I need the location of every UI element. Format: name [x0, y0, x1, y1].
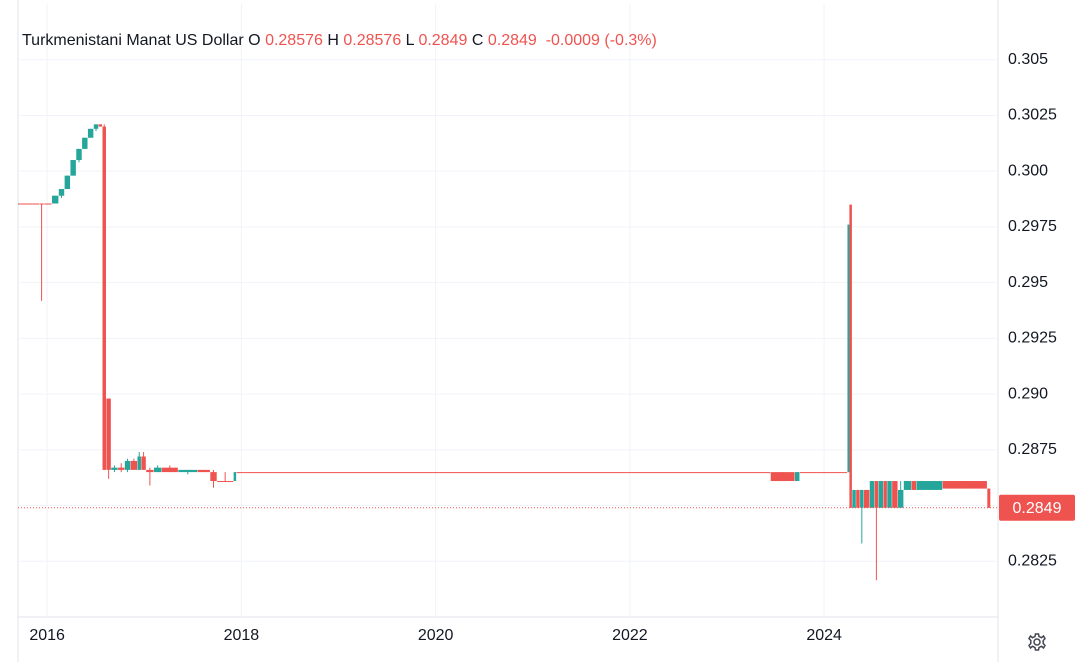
candle-body — [106, 398, 111, 470]
y-tick-label: 0.2875 — [1008, 441, 1057, 458]
candle-body — [210, 472, 217, 482]
symbol-title: Turkmenistani Manat US Dollar — [22, 32, 244, 49]
candle-body — [233, 472, 237, 482]
candle-body — [70, 160, 76, 176]
y-tick-label: 0.290 — [1008, 385, 1048, 402]
candle-body — [799, 472, 848, 474]
y-tick-label: 0.2925 — [1008, 330, 1057, 347]
candle-body — [141, 456, 146, 470]
candle-body — [911, 481, 917, 490]
legend: Turkmenistani Manat US Dollar O 0.28576 … — [22, 32, 661, 50]
candle-body — [118, 467, 125, 470]
y-tick-label: 0.2975 — [1008, 218, 1057, 235]
x-tick-label: 2020 — [418, 627, 454, 644]
candle-body — [860, 489, 864, 508]
x-tick-label: 2022 — [612, 627, 648, 644]
candle-body — [849, 204, 852, 508]
candle-body — [942, 481, 987, 489]
candle-body — [51, 195, 59, 204]
grid — [18, 4, 998, 617]
candle-body — [87, 128, 94, 138]
candle-body — [111, 467, 118, 470]
x-tick-label: 2018 — [224, 627, 260, 644]
candle-body — [146, 469, 154, 473]
ohlc-value: 0.28576 — [343, 32, 402, 49]
candle-body — [883, 481, 887, 508]
y-tick-label: 0.3025 — [1008, 107, 1057, 124]
ohlc-value: 0.28576 — [265, 32, 323, 49]
candle-body — [153, 467, 162, 473]
candle-body — [874, 481, 879, 508]
candles — [18, 124, 991, 581]
candle-body — [903, 481, 912, 490]
candle-body — [178, 469, 198, 473]
candle-body — [64, 175, 71, 190]
candle-body — [102, 126, 106, 470]
settings-icon[interactable] — [1028, 633, 1046, 651]
candle-body — [217, 481, 234, 483]
candle-body — [236, 472, 771, 474]
candle-body — [847, 224, 850, 473]
last-price-label: 0.2849 — [1013, 500, 1062, 517]
last-price-box — [999, 494, 1075, 521]
candle-body — [892, 481, 898, 508]
ohlc-value: 0.2849 — [487, 32, 537, 49]
ohlc-key: O — [248, 32, 261, 49]
candle-body — [869, 481, 875, 508]
y-tick-label: 0.295 — [1008, 274, 1048, 291]
candle-body — [197, 469, 210, 473]
candle-body — [856, 489, 860, 508]
candle-body — [897, 489, 904, 508]
candle-body — [852, 489, 856, 508]
candle-body — [795, 472, 800, 482]
candle-body — [770, 472, 795, 482]
candle-body — [93, 124, 99, 129]
candle-body — [878, 481, 883, 508]
candle-body — [130, 460, 138, 470]
candle-body — [887, 481, 892, 508]
x-tick-label: 2016 — [29, 627, 65, 644]
ohlc-key: C — [471, 32, 484, 49]
candle-body — [18, 203, 39, 205]
candle-body — [161, 467, 178, 473]
candle-body — [137, 456, 141, 470]
candle-body — [98, 124, 103, 127]
candle-body — [863, 489, 870, 508]
y-tick-label: 0.2825 — [1008, 552, 1057, 569]
candle-body — [76, 148, 82, 161]
x-tick-label: 2024 — [806, 627, 842, 644]
candle-body — [39, 203, 44, 205]
candle-body — [124, 460, 131, 470]
candle-body — [82, 137, 88, 149]
candle-body — [987, 488, 991, 508]
y-tick-label: 0.300 — [1008, 162, 1048, 179]
ohlc-key: L — [405, 32, 414, 49]
candle-body — [916, 481, 943, 490]
ohlc-value: 0.2849 — [418, 32, 468, 49]
change: -0.0009 (-0.3%) — [545, 32, 657, 49]
ohlc-key: H — [327, 32, 339, 49]
y-tick-label: 0.305 — [1008, 51, 1048, 68]
candle-body — [44, 203, 52, 205]
candle-body — [58, 189, 65, 196]
